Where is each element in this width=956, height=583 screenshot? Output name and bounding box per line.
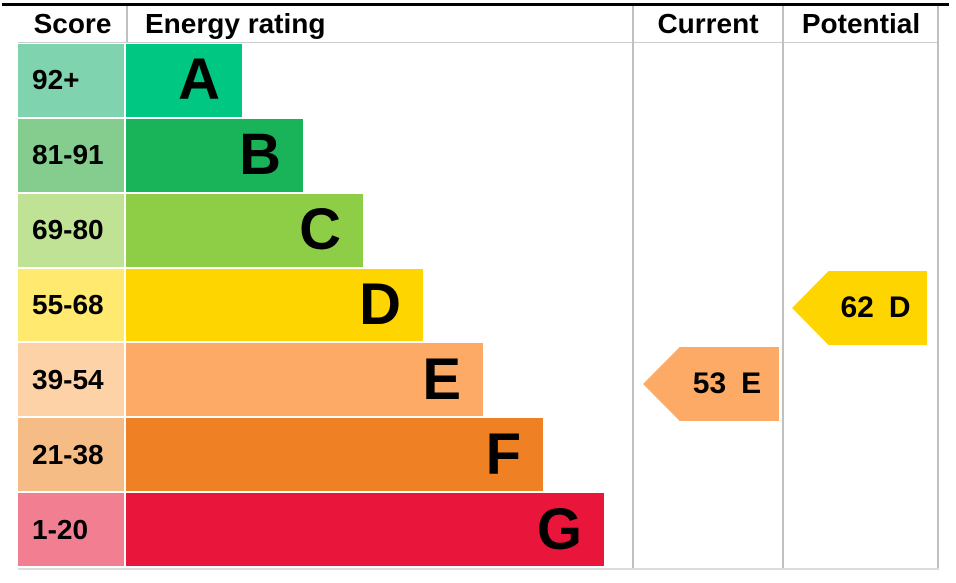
band-row: 1-20 G — [0, 493, 956, 568]
band-row: 92+ A — [0, 44, 956, 119]
band-letter-label: A — [178, 47, 220, 113]
band-row: 81-91 B — [0, 118, 956, 194]
header-underline — [18, 42, 939, 43]
band-score-cell: 81-91 — [18, 118, 124, 192]
energy-rating-column-header: Energy rating — [145, 8, 326, 39]
band-bar: D — [126, 268, 423, 342]
chart-top-border — [2, 3, 949, 6]
score-column-divider — [126, 6, 128, 42]
band-score-range-label: 69-80 — [32, 214, 104, 246]
band-score-cell: 39-54 — [18, 343, 124, 417]
band-letter-label: F — [485, 421, 521, 487]
band-bar: B — [126, 118, 303, 192]
score-column-header: Score — [33, 8, 112, 39]
band-score-cell: 69-80 — [18, 193, 124, 267]
band-score-range-label: 21-38 — [32, 438, 104, 470]
potential-column-divider — [782, 6, 784, 570]
band-letter-label: C — [299, 197, 341, 263]
band-score-range-label: 81-91 — [32, 139, 104, 171]
band-score-range-label: 39-54 — [32, 363, 104, 395]
current-rating-letter: E — [741, 367, 762, 400]
band-letter-label: G — [536, 496, 582, 562]
band-letter-label: B — [239, 122, 281, 188]
potential-column-header: Potential — [801, 8, 921, 39]
current-rating-value: 53 — [692, 367, 727, 400]
potential-rating-letter: D — [888, 291, 911, 324]
band-score-cell: 1-20 — [18, 493, 124, 567]
band-bar: A — [126, 44, 242, 117]
band-bar: F — [126, 418, 543, 492]
rating-bands-container: 92+ A 81-91 B 69-80 C 55-68 D 39-54 — [0, 44, 956, 568]
band-score-cell: 92+ — [18, 44, 124, 117]
band-row: 39-54 E — [0, 343, 956, 418]
band-score-range-label: 1-20 — [32, 513, 89, 545]
current-column-header: Current — [657, 8, 759, 39]
potential-rating-value: 62 — [840, 291, 874, 324]
band-row: 21-38 F — [0, 418, 956, 493]
band-letter-label: D — [359, 272, 401, 337]
current-column-divider — [632, 6, 634, 570]
band-score-cell: 21-38 — [18, 418, 124, 492]
band-letter-label: E — [422, 346, 461, 412]
band-score-cell: 55-68 — [18, 268, 124, 342]
band-bar: E — [126, 343, 483, 417]
band-score-range-label: 92+ — [32, 64, 80, 96]
chart-right-border — [937, 6, 939, 570]
chart-bottom-border — [18, 568, 939, 570]
band-score-range-label: 55-68 — [32, 289, 104, 320]
band-row: 55-68 D — [0, 268, 956, 344]
band-bar: C — [126, 193, 363, 267]
band-bar: G — [126, 493, 604, 567]
band-row: 69-80 C — [0, 193, 956, 269]
